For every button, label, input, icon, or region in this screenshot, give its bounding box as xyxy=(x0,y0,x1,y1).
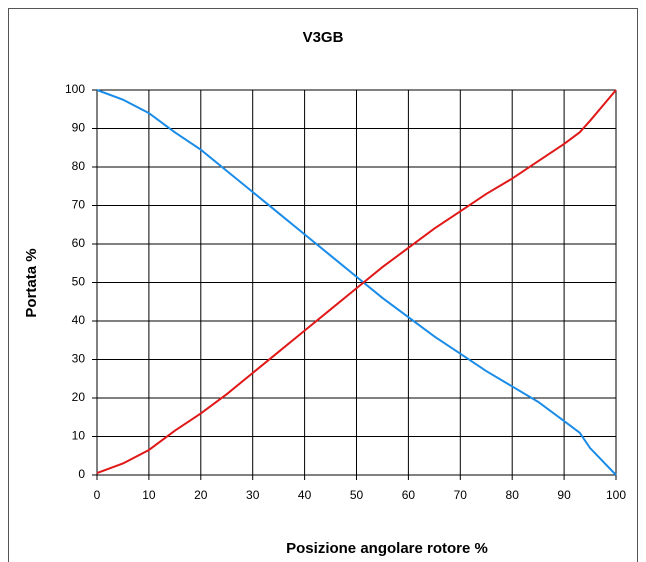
x-tick-label: 10 xyxy=(142,488,156,502)
x-tick-label: 40 xyxy=(298,488,312,502)
y-tick-label: 60 xyxy=(72,236,86,250)
x-tick-label: 50 xyxy=(350,488,364,502)
chart-title: V3GB xyxy=(303,29,344,46)
y-axis-label: Portata % xyxy=(23,248,40,317)
y-tick-label: 40 xyxy=(72,313,86,327)
x-tick-label: 100 xyxy=(606,488,626,502)
y-tick-label: 80 xyxy=(72,159,86,173)
x-tick-label: 60 xyxy=(402,488,416,502)
y-tick-label: 20 xyxy=(72,390,86,404)
y-tick-label: 90 xyxy=(72,121,86,135)
x-axis-label: Posizione angolare rotore % xyxy=(286,540,488,557)
x-tick-label: 80 xyxy=(506,488,520,502)
y-tick-label: 0 xyxy=(78,467,85,481)
x-tick-label: 30 xyxy=(246,488,260,502)
y-tick-label: 30 xyxy=(72,352,86,366)
x-tick-label: 70 xyxy=(454,488,468,502)
y-tick-label: 70 xyxy=(72,198,86,212)
y-tick-label: 50 xyxy=(72,275,86,289)
x-tick-label: 0 xyxy=(94,488,101,502)
x-tick-label: 20 xyxy=(194,488,208,502)
y-tick-label: 100 xyxy=(65,82,85,96)
y-tick-label: 10 xyxy=(72,429,86,443)
frame xyxy=(8,8,638,562)
x-tick-label: 90 xyxy=(557,488,571,502)
series-line xyxy=(96,89,617,475)
series-line xyxy=(96,89,617,476)
